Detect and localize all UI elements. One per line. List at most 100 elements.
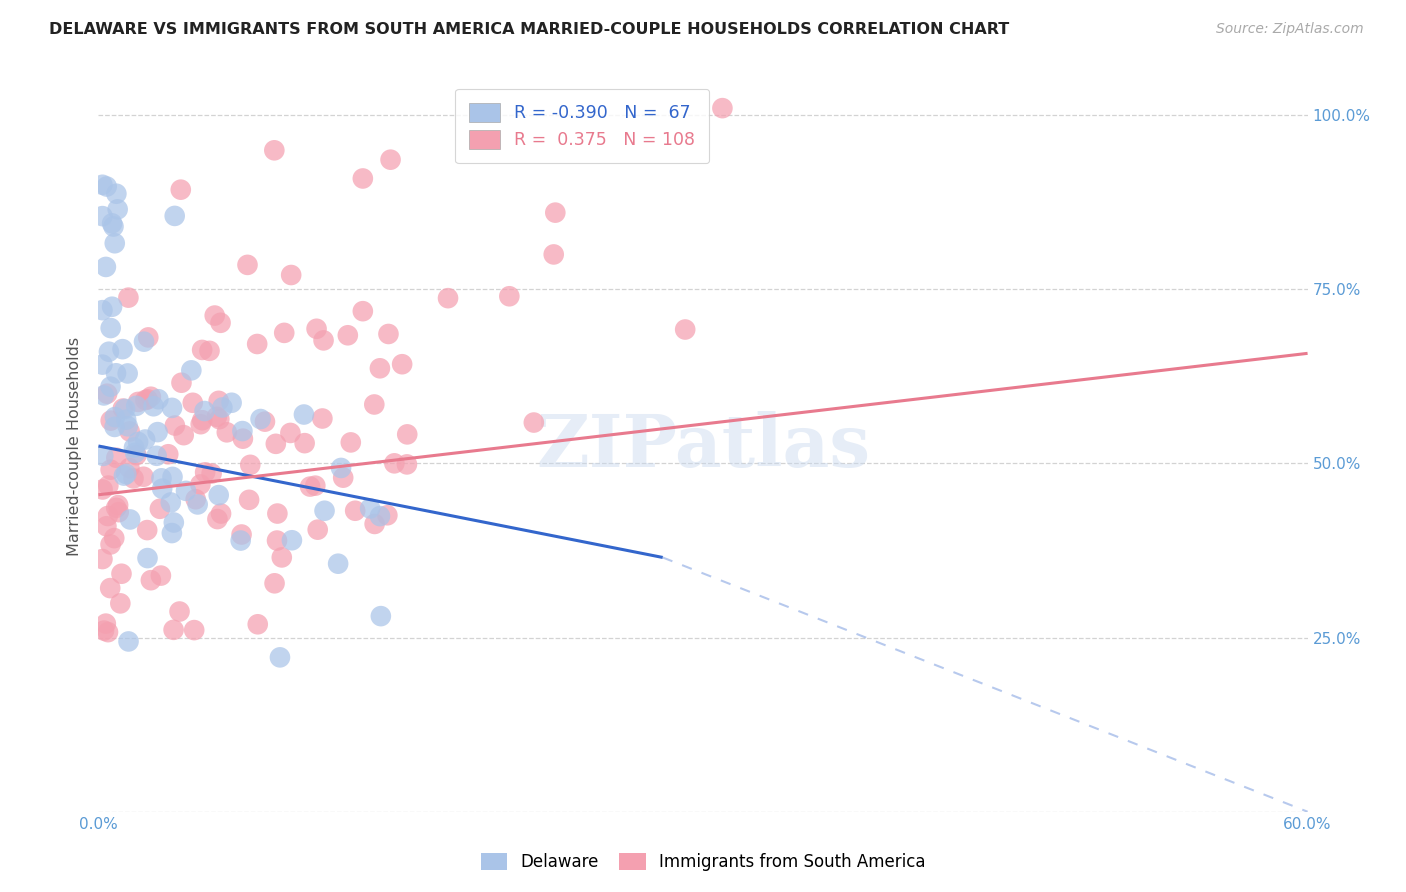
Point — [91, 209, 114, 223]
Point — [523, 416, 546, 430]
Point — [100, 414, 122, 428]
Point — [104, 236, 127, 251]
Point — [120, 512, 142, 526]
Point — [98, 581, 121, 595]
Point — [231, 527, 253, 541]
Point — [136, 392, 159, 407]
Point — [115, 412, 138, 426]
Point — [107, 505, 129, 519]
Point — [149, 501, 172, 516]
Point — [169, 605, 191, 619]
Point — [352, 171, 374, 186]
Legend: R = -0.390   N =  67, R =  0.375   N = 108: R = -0.390 N = 67, R = 0.375 N = 108 — [456, 89, 709, 163]
Point — [246, 617, 269, 632]
Point — [132, 334, 155, 349]
Point — [117, 291, 139, 305]
Point — [326, 557, 349, 571]
Point — [368, 361, 391, 376]
Point — [125, 399, 148, 413]
Point — [377, 508, 399, 523]
Point — [107, 202, 129, 217]
Point — [110, 596, 132, 610]
Point — [105, 450, 128, 465]
Point — [205, 409, 228, 424]
Point — [114, 401, 136, 416]
Point — [292, 408, 315, 422]
Point — [100, 321, 122, 335]
Point — [236, 258, 259, 272]
Point — [299, 479, 322, 493]
Point — [160, 401, 183, 415]
Point — [91, 303, 114, 318]
Point — [191, 413, 214, 427]
Point — [96, 519, 118, 533]
Point — [208, 488, 231, 502]
Point — [105, 366, 128, 380]
Point — [211, 401, 233, 415]
Point — [382, 456, 405, 470]
Point — [139, 390, 162, 404]
Point — [174, 483, 197, 498]
Point — [117, 419, 139, 434]
Point — [246, 337, 269, 351]
Point — [111, 401, 134, 416]
Point — [103, 531, 125, 545]
Point — [112, 468, 135, 483]
Point — [269, 650, 291, 665]
Point — [359, 501, 381, 516]
Text: Source: ZipAtlas.com: Source: ZipAtlas.com — [1216, 22, 1364, 37]
Point — [544, 205, 567, 219]
Point — [209, 507, 232, 521]
Point — [149, 568, 172, 582]
Point — [134, 433, 156, 447]
Point — [266, 507, 288, 521]
Point — [239, 458, 262, 472]
Point — [191, 343, 214, 357]
Point — [314, 504, 336, 518]
Point — [157, 447, 180, 461]
Point — [145, 449, 167, 463]
Point — [125, 448, 148, 462]
Point — [94, 616, 117, 631]
Point — [336, 328, 359, 343]
Point — [264, 437, 287, 451]
Point — [294, 436, 316, 450]
Point — [280, 268, 302, 282]
Text: DELAWARE VS IMMIGRANTS FROM SOUTH AMERICA MARRIED-COUPLE HOUSEHOLDS CORRELATION : DELAWARE VS IMMIGRANTS FROM SOUTH AMERIC… — [49, 22, 1010, 37]
Point — [117, 634, 139, 648]
Point — [101, 300, 124, 314]
Point — [352, 304, 374, 318]
Point — [330, 461, 353, 475]
Point — [163, 418, 186, 433]
Point — [198, 343, 221, 358]
Point — [221, 396, 243, 410]
Point — [104, 420, 127, 434]
Point — [104, 410, 127, 425]
Point — [91, 552, 114, 566]
Point — [97, 625, 120, 640]
Point — [208, 393, 231, 408]
Point — [280, 425, 302, 440]
Point — [181, 396, 204, 410]
Point — [193, 404, 215, 418]
Point — [208, 412, 231, 426]
Point — [209, 316, 232, 330]
Point — [96, 179, 118, 194]
Point — [159, 495, 181, 509]
Point — [100, 463, 122, 477]
Point — [187, 498, 209, 512]
Point — [93, 624, 115, 638]
Point — [194, 466, 217, 480]
Point — [190, 477, 212, 491]
Point — [107, 498, 129, 512]
Point — [204, 309, 226, 323]
Point — [281, 533, 304, 548]
Point — [146, 425, 169, 439]
Point — [91, 449, 114, 463]
Point — [122, 471, 145, 485]
Point — [170, 183, 193, 197]
Point — [100, 537, 122, 551]
Point — [307, 523, 329, 537]
Point — [363, 516, 385, 531]
Point — [101, 216, 124, 230]
